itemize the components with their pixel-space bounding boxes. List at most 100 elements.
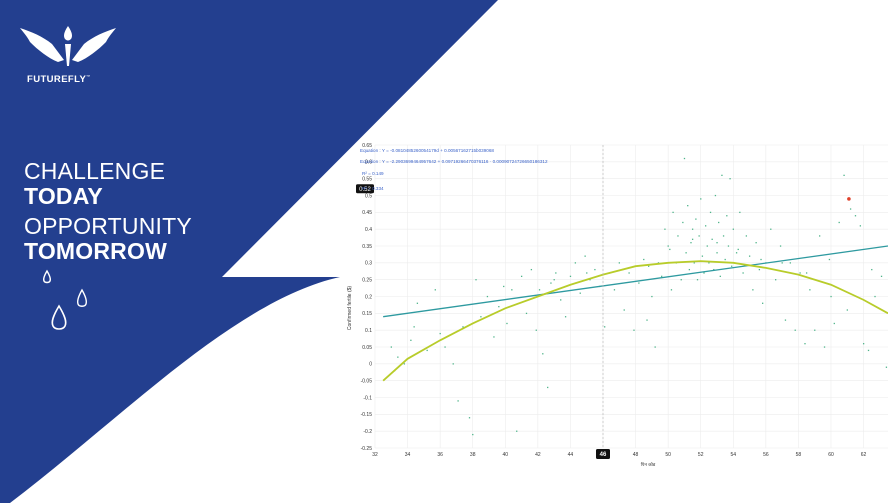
x-tick-label: 62 <box>861 452 867 458</box>
data-point <box>687 205 689 207</box>
data-point <box>547 386 549 389</box>
y-tick-label: 0.55 <box>362 176 372 182</box>
equation-1: Equation : Y = -0.0810485260054179d + 0.… <box>360 148 494 153</box>
data-point <box>721 174 723 176</box>
data-point <box>696 279 699 281</box>
data-point <box>682 221 684 224</box>
data-point <box>823 346 826 348</box>
data-point <box>654 346 656 348</box>
x-tick-label: 38 <box>470 452 476 458</box>
x-tick-label: 50 <box>665 452 671 458</box>
data-point <box>737 248 739 251</box>
data-point <box>555 272 557 274</box>
data-point <box>799 272 801 274</box>
y-tick-label: 0.2 <box>365 294 372 300</box>
data-point <box>809 289 811 291</box>
data-point <box>735 252 738 254</box>
data-point <box>672 211 674 214</box>
y-axis-label: Confirmed fertile ($) <box>347 286 353 331</box>
data-point <box>651 295 653 298</box>
data-point <box>538 289 541 291</box>
data-point <box>859 225 862 227</box>
data-point <box>569 275 572 277</box>
data-point <box>410 339 412 341</box>
data-point <box>643 258 645 261</box>
y-tick-label: 0.35 <box>362 244 372 250</box>
data-point <box>586 272 588 274</box>
data-point <box>846 309 848 311</box>
data-point <box>452 363 454 365</box>
crosshair-y-label: 0.52 <box>359 187 371 193</box>
y-tick-label: -0.25 <box>361 446 373 452</box>
x-tick-label: 60 <box>828 452 834 458</box>
data-point <box>457 400 459 402</box>
data-point <box>657 262 660 264</box>
data-point <box>748 255 751 257</box>
data-point <box>667 245 669 247</box>
data-point <box>426 349 428 352</box>
data-point <box>701 255 704 257</box>
highlight-point <box>847 197 851 201</box>
y-tick-label: 0.5 <box>365 193 372 199</box>
data-point <box>708 262 710 264</box>
tagline-line-4: TOMORROW <box>24 238 167 264</box>
data-point <box>719 275 721 277</box>
y-tick-label: 0.65 <box>362 143 372 149</box>
data-point <box>542 353 544 355</box>
data-point <box>742 272 744 274</box>
y-tick-label: -0.15 <box>361 412 373 418</box>
data-point <box>648 265 650 267</box>
data-point <box>814 329 816 331</box>
data-point <box>589 279 591 281</box>
data-point <box>874 295 876 298</box>
data-point <box>714 194 717 197</box>
data-point <box>781 262 783 264</box>
data-point <box>691 238 694 240</box>
data-point <box>683 157 686 160</box>
data-point <box>475 279 477 281</box>
data-point <box>867 349 870 352</box>
y-tick-label: -0.2 <box>363 429 372 435</box>
data-point <box>718 221 720 224</box>
data-point <box>403 363 406 365</box>
data-point <box>698 235 700 237</box>
data-point <box>830 295 832 298</box>
data-point <box>680 279 682 281</box>
data-point <box>486 295 489 298</box>
droplet-icon <box>51 304 67 330</box>
data-point <box>594 268 596 271</box>
data-point <box>794 329 796 331</box>
data-point <box>854 215 857 217</box>
data-point <box>618 262 620 264</box>
data-point <box>646 319 648 321</box>
data-point <box>731 265 733 267</box>
data-point <box>695 218 697 220</box>
data-point <box>444 346 446 348</box>
x-tick-label: 52 <box>698 452 704 458</box>
data-point <box>604 326 606 328</box>
r-squared-1: R² = 0.149 <box>362 171 384 176</box>
data-point <box>553 279 555 281</box>
data-point <box>520 275 523 277</box>
data-point <box>525 312 528 315</box>
data-point <box>706 245 708 247</box>
data-point <box>498 306 500 308</box>
data-point <box>564 316 567 318</box>
data-point <box>439 332 441 335</box>
chart-grid <box>374 144 888 449</box>
data-point <box>745 235 748 237</box>
y-tick-label: 0.05 <box>362 345 372 351</box>
data-point <box>693 262 695 264</box>
data-point <box>709 211 712 214</box>
x-tick-label: 34 <box>405 452 411 458</box>
y-tick-label: 0.3 <box>365 261 372 267</box>
polynomial-trendline <box>382 260 888 382</box>
data-point <box>843 174 845 176</box>
data-point <box>770 228 772 230</box>
data-point <box>670 289 673 291</box>
data-point <box>516 430 518 432</box>
data-point <box>838 221 840 224</box>
data-point <box>550 282 552 284</box>
data-point <box>828 258 831 261</box>
scatter-chart: -0.25 -0.2 -0.15 -0.1 -0.05 0 0.05 0.1 0.15 0.2 0.… <box>347 143 888 467</box>
